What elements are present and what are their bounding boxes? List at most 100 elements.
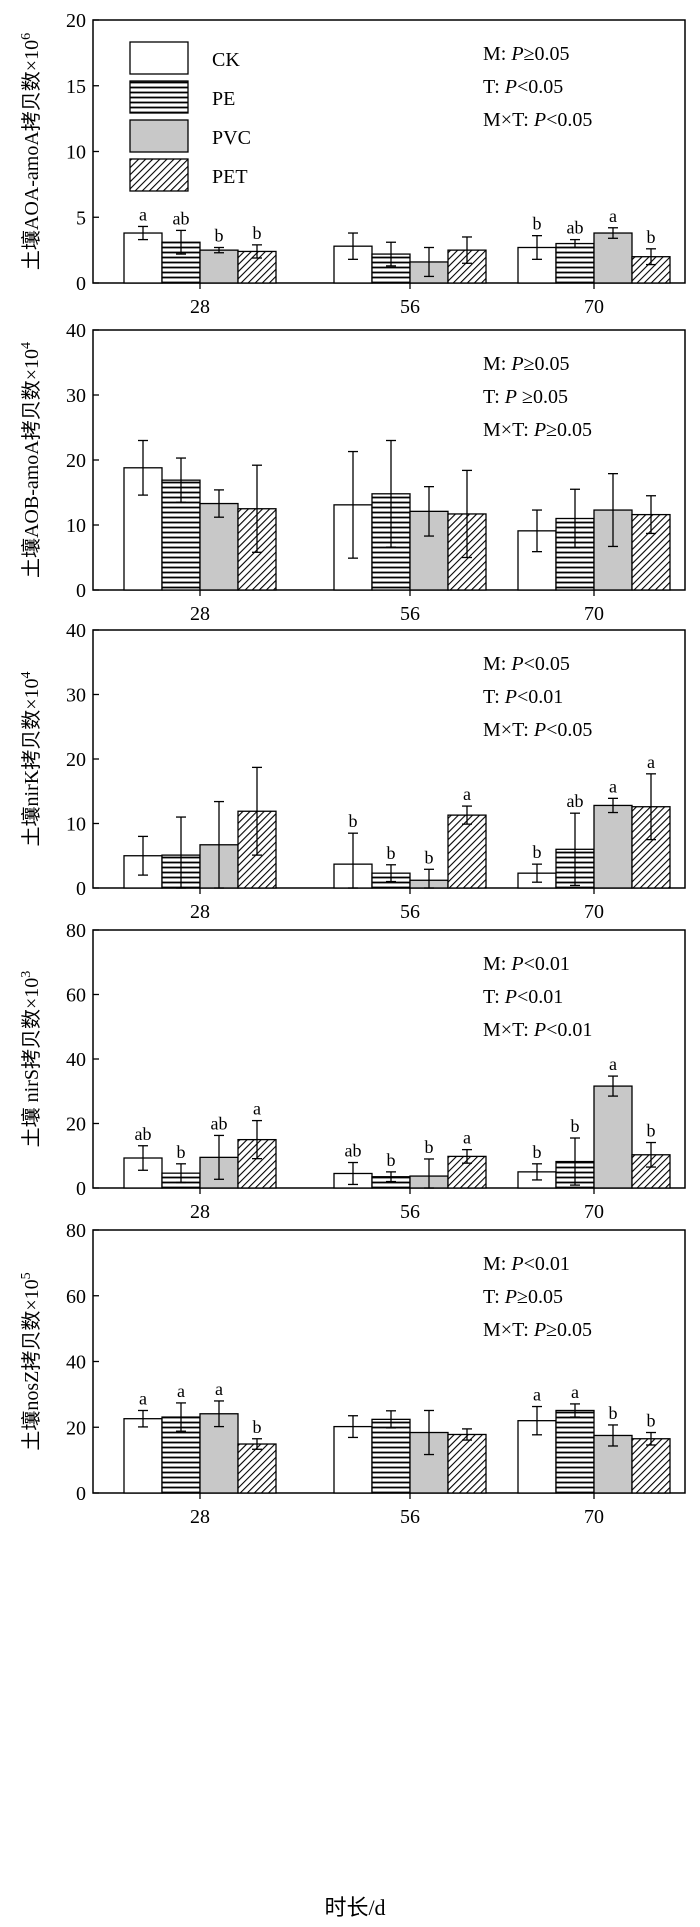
significance-label: b <box>425 1137 434 1157</box>
significance-label: b <box>533 214 542 234</box>
x-tick-label: 70 <box>584 603 604 625</box>
y-tick-label: 20 <box>66 1114 86 1136</box>
x-tick-label: 28 <box>190 1506 210 1528</box>
bar-pet <box>631 1438 671 1494</box>
stat-line: M×T: P<0.01 <box>483 1019 592 1041</box>
x-tick-label: 56 <box>400 296 420 318</box>
significance-label: a <box>177 1381 185 1401</box>
significance-label: a <box>463 784 471 804</box>
y-axis-label: 土壤 nirS拷贝数×103 <box>19 971 43 1148</box>
x-tick-label: 70 <box>584 1201 604 1223</box>
y-tick-label: 10 <box>66 515 86 537</box>
significance-label: ab <box>135 1124 152 1144</box>
significance-label: b <box>533 842 542 862</box>
significance-label: b <box>647 1121 656 1141</box>
significance-label: b <box>647 1411 656 1431</box>
significance-label: ab <box>173 208 190 228</box>
x-axis-label: 时长/d <box>324 1895 385 1920</box>
significance-label: b <box>253 223 262 243</box>
x-tick-label: 28 <box>190 901 210 923</box>
x-tick-label: 56 <box>400 901 420 923</box>
bar-pe <box>555 242 595 284</box>
y-tick-label: 60 <box>66 985 86 1007</box>
y-tick-label: 40 <box>66 1049 86 1071</box>
y-tick-label: 30 <box>66 385 86 407</box>
significance-label: b <box>215 225 224 245</box>
y-axis-label: 土壤nosZ拷贝数×105 <box>19 1272 43 1450</box>
y-tick-label: 20 <box>66 450 86 472</box>
x-tick-label: 56 <box>400 1506 420 1528</box>
significance-label: b <box>177 1142 186 1162</box>
bar-pvc <box>199 502 239 591</box>
legend-swatch-pvc <box>129 119 189 153</box>
legend-label: CK <box>212 49 240 71</box>
stat-line: T: P<0.05 <box>483 76 563 98</box>
x-tick-label: 28 <box>190 1201 210 1223</box>
significance-label: a <box>253 1099 261 1119</box>
stat-line: M: P<0.01 <box>483 953 570 975</box>
y-axis-label: 土壤AOA-amoA拷贝数×106 <box>19 33 43 270</box>
chart-panel-4: 0 20 40 60 80 土壤 nirS拷贝数×103 28 56 70 ab ab b b b b ab b… <box>19 920 686 1223</box>
significance-label: a <box>139 1388 147 1408</box>
stat-line: M: P<0.05 <box>483 653 570 675</box>
x-tick-label: 28 <box>190 296 210 318</box>
bar-pvc <box>593 232 633 284</box>
significance-label: b <box>647 227 656 247</box>
stat-line: T: P ≥0.05 <box>483 386 568 408</box>
y-tick-label: 40 <box>66 1352 86 1374</box>
stat-line: M: P≥0.05 <box>483 43 570 65</box>
significance-label: b <box>571 1116 580 1136</box>
stat-line: M×T: P≥0.05 <box>483 419 592 441</box>
y-tick-label: 80 <box>66 1220 86 1242</box>
y-tick-label: 15 <box>66 76 86 98</box>
significance-label: b <box>609 1403 618 1423</box>
significance-label: a <box>647 752 655 772</box>
significance-label: b <box>349 811 358 831</box>
x-tick-label: 56 <box>400 1201 420 1223</box>
significance-label: ab <box>211 1113 228 1133</box>
y-tick-label: 20 <box>66 1417 86 1439</box>
stat-line: T: P<0.01 <box>483 986 563 1008</box>
bar-ck <box>123 1418 163 1494</box>
significance-label: ab <box>567 218 584 238</box>
significance-label: a <box>533 1385 541 1405</box>
y-tick-label: 20 <box>66 749 86 771</box>
y-tick-label: 0 <box>76 273 86 295</box>
y-tick-label: 60 <box>66 1286 86 1308</box>
x-tick-label: 56 <box>400 603 420 625</box>
legend-swatch-pe <box>129 80 189 114</box>
y-tick-label: 0 <box>76 580 86 602</box>
y-tick-label: 40 <box>66 620 86 642</box>
y-tick-label: 80 <box>66 920 86 942</box>
legend-label: PET <box>212 166 248 188</box>
significance-label: a <box>609 206 617 226</box>
stat-line: T: P≥0.05 <box>483 1286 563 1308</box>
x-tick-label: 70 <box>584 901 604 923</box>
significance-label: b <box>425 847 434 867</box>
y-tick-label: 0 <box>76 878 86 900</box>
chart-panel-2: 0 10 20 30 40 土壤AOB-amoA拷贝数×104 28 56 70 M: P≥0.0… <box>19 320 686 625</box>
y-tick-label: 0 <box>76 1178 86 1200</box>
x-tick-label: 28 <box>190 603 210 625</box>
bar-pe <box>371 1418 411 1494</box>
significance-label: a <box>609 776 617 796</box>
y-tick-label: 20 <box>66 10 86 32</box>
chart-panel-3: 0 10 20 30 40 土壤nirK拷贝数×104 28 56 70 b b b ab b a a a M: … <box>19 620 686 923</box>
significance-label: ab <box>345 1141 362 1161</box>
significance-label: b <box>533 1142 542 1162</box>
stat-line: M×T: P<0.05 <box>483 109 592 131</box>
bar-pet <box>237 250 277 284</box>
y-tick-label: 5 <box>76 207 86 229</box>
significance-label: a <box>139 204 147 224</box>
x-tick-label: 70 <box>584 296 604 318</box>
significance-label: ab <box>567 791 584 811</box>
bar-pet <box>237 1443 277 1494</box>
y-tick-label: 10 <box>66 142 86 164</box>
bar-pet <box>447 814 487 889</box>
bar-pe <box>555 1409 595 1494</box>
bar-pvc <box>199 249 239 284</box>
legend: CK PE PVC PET <box>129 41 251 192</box>
y-axis-label: 土壤nirK拷贝数×104 <box>19 672 43 847</box>
